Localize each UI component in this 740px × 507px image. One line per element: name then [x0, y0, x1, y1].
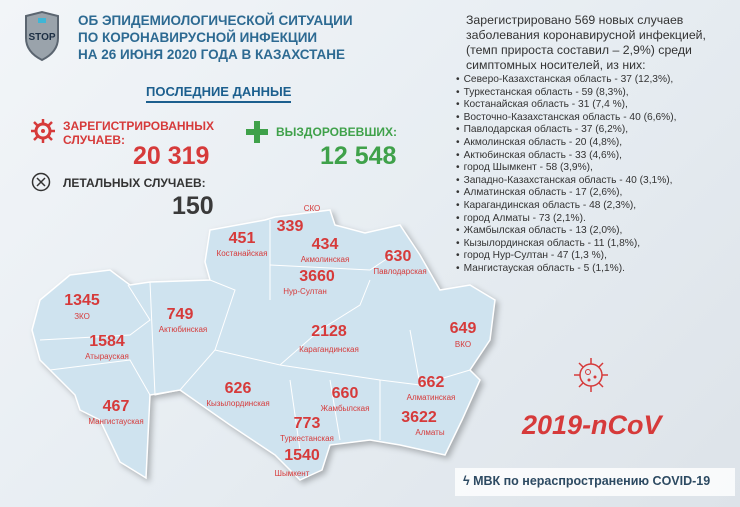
recovered-label: ВЫЗДОРОВЕВШИХ:	[276, 125, 398, 139]
list-item: Жамбылская область - 13 (2,0%),	[456, 225, 676, 238]
region-name: Алматы	[415, 428, 445, 437]
region-name: Атырауская	[85, 352, 129, 361]
virus-name: 2019-nCoV	[522, 410, 662, 440]
region-value: 451	[228, 230, 256, 247]
list-item: Костанайская область - 31 (7,4 %),	[456, 99, 676, 112]
region-value: 1584	[89, 333, 125, 350]
registered-label-line: ЗАРЕГИСТРИРОВАННЫХ	[63, 119, 214, 133]
region-name: Алматинская	[406, 393, 456, 402]
close-circle-icon	[31, 172, 51, 192]
list-item: Акмолинская область - 20 (4,8%),	[456, 137, 676, 150]
region-value: 339	[276, 218, 304, 235]
list-item: Северо-Казахстанская область - 37 (12,3%…	[456, 74, 676, 87]
region-name: Шымкент	[274, 469, 310, 478]
region-name: СКО	[303, 204, 321, 213]
list-item: Карагандинская область - 48 (2,3%),	[456, 200, 676, 213]
region-borders	[39, 220, 471, 451]
region-value: 626	[224, 380, 252, 397]
region-value: 630	[384, 248, 412, 265]
region-value: 467	[102, 398, 130, 415]
region-name: Нур-Султан	[283, 287, 327, 296]
recovered-value: 12 548	[320, 142, 397, 170]
region-name: Жамбылская	[320, 404, 370, 413]
region-value: 3660	[299, 268, 335, 285]
region-value: 1540	[284, 447, 320, 464]
list-item: город Алматы - 73 (2,1%).	[456, 213, 676, 226]
region-name: Костанайская	[216, 249, 268, 258]
page-title: ОБ ЭПИДЕМИОЛОГИЧЕСКОЙ СИТУАЦИИ ПО КОРОНА…	[78, 12, 353, 63]
region-value: 3622	[401, 409, 437, 426]
region-value: 749	[166, 306, 194, 323]
region-value: 649	[449, 320, 477, 337]
region-value: 2128	[311, 323, 347, 340]
region-value: 662	[417, 374, 445, 391]
title-line: НА 26 ИЮНЯ 2020 ГОДА В КАЗАХСТАНЕ	[78, 47, 346, 62]
list-item: город Нур-Султан - 47 (1,3 %),	[456, 250, 676, 263]
region-value: 773	[293, 415, 321, 432]
deaths-value: 150	[172, 192, 214, 220]
new-cases-intro: Зарегистрировано 569 новых случаев забол…	[466, 13, 706, 72]
latest-data-heading: ПОСЛЕДНИЕ ДАННЫЕ	[146, 84, 292, 103]
map-outline	[31, 209, 496, 481]
list-item: Мангистауская область - 5 (1,1%).	[456, 263, 676, 276]
region-name: Актюбинская	[158, 325, 208, 334]
region-value: 434	[311, 236, 339, 253]
title-line: ОБ ЭПИДЕМИОЛОГИЧЕСКОЙ СИТУАЦИИ	[78, 13, 353, 28]
footer-banner: ϟ МВК по нераспространению COVID-19	[455, 468, 735, 496]
list-item: Туркестанская область - 59 (8,3%),	[456, 87, 676, 100]
registered-label: ЗАРЕГИСТРИРОВАННЫХ СЛУЧАЕВ:	[63, 119, 214, 147]
footer-text: МВК по нераспространению COVID-19	[473, 474, 711, 488]
region-name: Акмолинская	[300, 255, 350, 264]
plus-icon	[246, 121, 268, 143]
title-line: ПО КОРОНАВИРУСНОЙ ИНФЕКЦИИ	[78, 30, 318, 45]
deaths-label: ЛЕТАЛЬНЫХ СЛУЧАЕВ:	[63, 176, 206, 190]
region-value: 1345	[64, 292, 100, 309]
stop-shield-logo: STOP	[25, 10, 59, 62]
region-name: Павлодарская	[373, 267, 427, 276]
list-item: Кызылординская область - 11 (1,8%),	[456, 238, 676, 251]
region-name: Кызылординская	[206, 399, 270, 408]
virus-icon	[31, 119, 55, 143]
coronavirus-icon	[574, 358, 608, 392]
registered-label-line: СЛУЧАЕВ:	[63, 133, 126, 147]
list-item: Алматинская область - 17 (2,6%),	[456, 187, 676, 200]
lightning-icon: ϟ	[463, 474, 474, 488]
new-cases-list: Северо-Казахстанская область - 37 (12,3%…	[456, 74, 677, 276]
region-value: 660	[331, 385, 359, 402]
list-item: Павлодарская область - 37 (6,2%),	[456, 124, 676, 137]
list-item: Восточно-Казахстанская область - 40 (6,6…	[456, 112, 677, 125]
logo-text: STOP	[28, 32, 55, 43]
region-name: ВКО	[454, 340, 472, 349]
region-name: Карагандинская	[299, 345, 359, 354]
region-name: Мангистауская	[88, 417, 144, 426]
region-name: ЗКО	[74, 312, 90, 321]
list-item: Западно-Казахстанская область - 40 (3,1%…	[456, 175, 676, 188]
list-item: Актюбинская область - 33 (4,6%),	[456, 150, 676, 163]
list-item: город Шымкент - 58 (3,9%),	[456, 162, 676, 175]
registered-value: 20 319	[133, 142, 210, 170]
region-name: Туркестанская	[280, 434, 334, 443]
